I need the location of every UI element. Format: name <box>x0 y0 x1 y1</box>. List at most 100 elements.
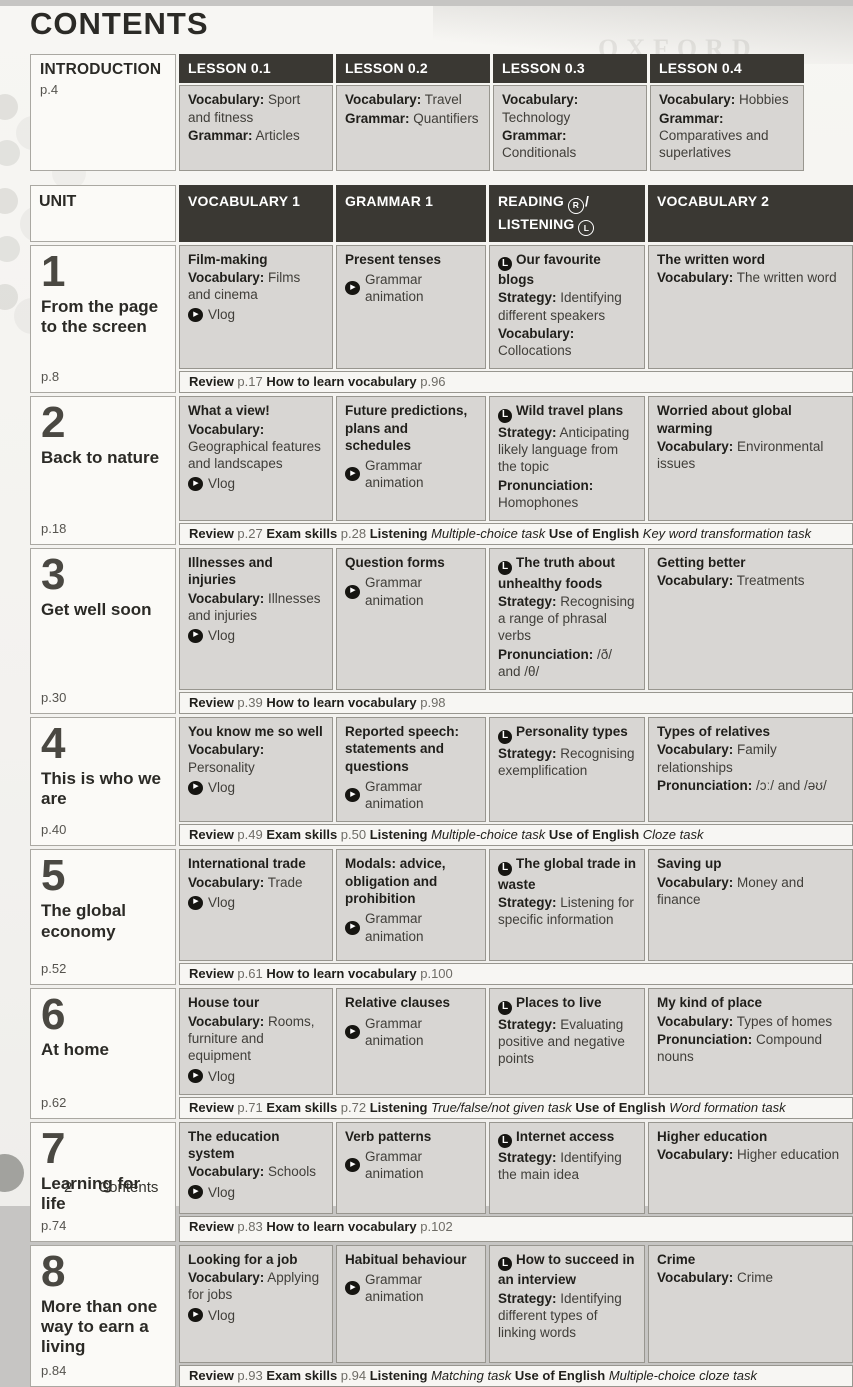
item-title: Crime <box>657 1251 696 1267</box>
review-page-ref: p.61 <box>233 966 267 982</box>
media-line: ▶ Vlog <box>188 627 324 644</box>
media-label: Grammar animation <box>365 1015 424 1048</box>
unit-page-ref: p.52 <box>41 961 67 977</box>
play-icon: ▶ <box>345 467 360 482</box>
unit-title: This is who we are <box>41 769 161 809</box>
listening-icon: L <box>498 257 512 272</box>
reading-listening-cell: L The global trade in waste Strategy: List… <box>489 849 645 962</box>
review-label: How to learn vocabulary <box>266 1219 417 1235</box>
unit-row: 1 From the page to the screen p.8 Film-maki… <box>30 244 853 394</box>
review-page-ref: p.83 <box>233 1219 267 1235</box>
unit-page-ref: p.18 <box>41 521 67 537</box>
review-label: Listening <box>369 526 428 542</box>
item-line: Vocabulary: Technology <box>502 92 579 125</box>
item-line: Vocabulary: Money and finance <box>657 874 804 907</box>
reading-listening-cell: L Personality types Strategy: Recognising … <box>489 717 645 823</box>
column-header-unit: UNIT <box>30 185 176 242</box>
item-line: Grammar: Articles <box>188 127 300 143</box>
play-icon: ▶ <box>188 477 203 492</box>
media-label: Vlog <box>208 628 236 644</box>
review-label: Exam skills <box>266 1367 338 1383</box>
item-line: Vocabulary: Geographical features and la… <box>188 421 321 472</box>
item-line: Vocabulary: Treatments <box>657 573 805 589</box>
play-icon: ▶ <box>345 1158 360 1173</box>
review-label: Use of English <box>548 827 640 843</box>
footer-page-number: 2 <box>64 1179 73 1196</box>
vocabulary2-cell: Crime Vocabulary: Crime <box>648 1244 853 1363</box>
media-label: Vlog <box>208 1068 236 1084</box>
listening-title: L The global trade in waste <box>498 856 637 892</box>
lesson-header: LESSON 0.2 <box>336 54 490 84</box>
review-label: Review <box>189 374 234 390</box>
review-label: Review <box>189 526 234 542</box>
unit-number: 4 <box>41 719 66 769</box>
unit-page-ref: p.62 <box>41 1094 67 1110</box>
vocabulary2-cell: Worried about global warming Vocabulary: … <box>648 396 853 522</box>
reading-listening-cell: L Our favourite blogs Strategy: Identifyin… <box>489 244 645 370</box>
play-icon: ▶ <box>188 1308 203 1323</box>
item-title: House tour <box>188 995 260 1011</box>
reading-listening-cell: L How to succeed in an interview Strategy:… <box>489 1244 645 1363</box>
reading-listening-cell: L Places to live Strategy: Evaluating posi… <box>489 988 645 1095</box>
reading-header-label: READING <box>498 193 564 210</box>
footer-label: Contents <box>98 1179 159 1196</box>
media-label: Grammar animation <box>365 458 424 491</box>
item-line: Strategy: Identifying the main idea <box>498 1150 622 1183</box>
listening-icon: L <box>498 729 512 744</box>
vocabulary1-cell: Film-making Vocabulary: Films and cinema ▶… <box>179 244 333 370</box>
item-line: Vocabulary: Travel <box>345 92 462 108</box>
review-label: Review <box>189 695 234 711</box>
media-label: Vlog <box>208 307 236 323</box>
play-icon: ▶ <box>188 895 203 910</box>
listening-title: L Wild travel plans <box>498 402 636 423</box>
media-label: Grammar animation <box>365 1272 424 1305</box>
review-label: Listening <box>369 1099 428 1115</box>
item-line: Vocabulary: Films and cinema <box>188 269 301 303</box>
review-label: Use of English <box>514 1367 606 1383</box>
listening-title: L Our favourite blogs <box>498 251 601 288</box>
media-label: Grammar animation <box>365 911 424 944</box>
review-label: Review <box>189 1099 234 1115</box>
media-label: Grammar animation <box>365 271 424 305</box>
unit-cell: 3 Get well soon p.30 <box>30 548 176 715</box>
column-header-grammar1: GRAMMAR 1 <box>336 185 486 242</box>
review-task: Multiple-choice cloze task <box>605 1367 757 1383</box>
media-line: ▶ Grammar animation <box>345 1015 477 1050</box>
unit-page-ref: p.74 <box>41 1217 67 1233</box>
unit-page-ref: p.30 <box>41 690 67 706</box>
media-line: ▶ Vlog <box>188 894 324 911</box>
listening-title: L The truth about unhealthy foods <box>498 555 615 591</box>
media-label: Vlog <box>208 1184 236 1200</box>
item-title: Future predictions, plans and schedules <box>345 403 468 453</box>
lesson-cell: Vocabulary: Technology Grammar: Condition… <box>493 85 647 172</box>
item-line: Vocabulary: Collocations <box>498 325 575 359</box>
review-page-ref: p.93 <box>233 1367 267 1383</box>
review-task: Key word transformation task <box>639 526 812 542</box>
binder-hole <box>0 188 18 214</box>
item-title: Illnesses and injuries <box>188 555 273 588</box>
unit-cell: 5 The global economy p.52 <box>30 849 176 986</box>
vocabulary1-cell: You know me so well Vocabulary: Personali… <box>179 717 333 823</box>
item-line: Grammar: Comparatives and superlatives <box>659 110 769 161</box>
play-icon: ▶ <box>345 920 360 935</box>
media-line: ▶ Grammar animation <box>345 1271 477 1306</box>
item-title: Present tenses <box>345 251 442 267</box>
play-icon: ▶ <box>188 308 203 323</box>
unit-title: More than one way to earn a living <box>41 1296 158 1356</box>
review-label: Use of English <box>548 526 640 542</box>
binder-hole <box>0 94 18 120</box>
item-title: Modals: advice, obligation and prohibiti… <box>345 856 446 906</box>
vocabulary1-cell: What a view! Vocabulary: Geographical fea… <box>179 396 333 522</box>
unit-number: 1 <box>41 246 66 296</box>
item-line: Strategy: Listening for specific informa… <box>498 895 634 928</box>
review-page-ref: p.102 <box>416 1219 453 1235</box>
unit-title: The global economy <box>41 901 126 941</box>
item-title: Types of relatives <box>657 724 771 740</box>
unit-number: 5 <box>41 851 66 901</box>
listening-title: L How to succeed in an interview <box>498 1251 635 1288</box>
listening-icon: L <box>578 219 595 236</box>
review-bar: Review p.17 How to learn vocabulary p.96 <box>179 371 853 394</box>
reading-listening-cell: L Internet access Strategy: Identifying th… <box>489 1121 645 1215</box>
listening-icon: L <box>498 861 512 876</box>
item-line: Strategy: Evaluating positive and negati… <box>498 1016 625 1067</box>
